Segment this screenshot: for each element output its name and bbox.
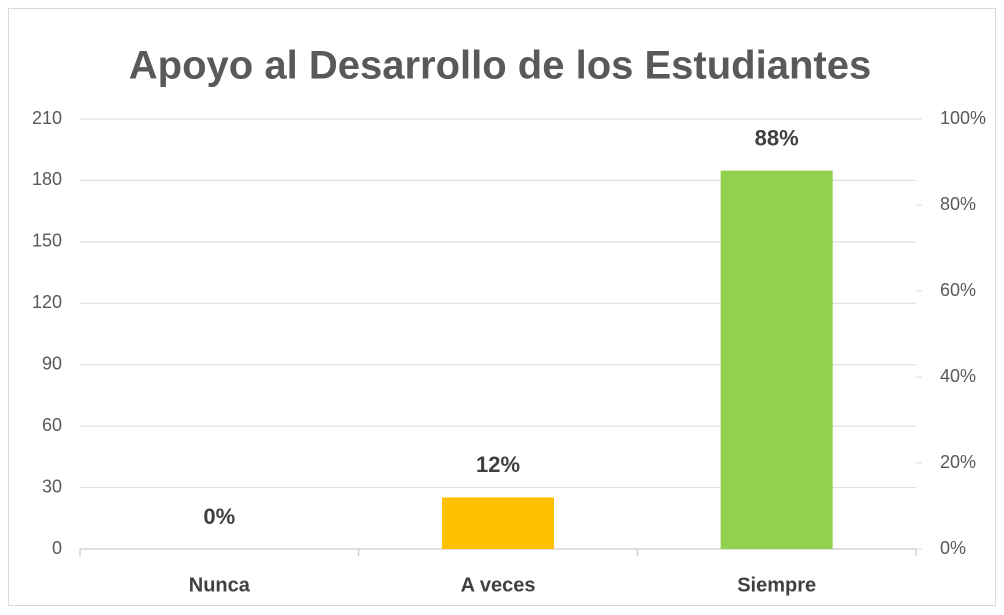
x-tick-label: Nunca bbox=[189, 574, 251, 596]
data-label: 88% bbox=[755, 125, 799, 150]
y-tick-label: 180 bbox=[32, 169, 62, 189]
x-tick-label: A veces bbox=[461, 574, 536, 596]
y-tick-label: 150 bbox=[32, 231, 62, 251]
y2-tick-label: 60% bbox=[940, 280, 976, 300]
y2-tick-label: 0% bbox=[940, 538, 966, 558]
y-tick-label: 60 bbox=[42, 415, 62, 435]
y2-tick-label: 40% bbox=[940, 366, 976, 386]
y2-tick-label: 80% bbox=[940, 194, 976, 214]
y-tick-label: 210 bbox=[32, 108, 62, 128]
y-tick-label: 0 bbox=[52, 538, 62, 558]
bar bbox=[720, 170, 833, 549]
data-label: 0% bbox=[203, 504, 235, 529]
y-tick-label: 120 bbox=[32, 292, 62, 312]
y-tick-label: 90 bbox=[42, 353, 62, 373]
x-tick-label: Siempre bbox=[737, 574, 816, 596]
y2-tick-label: 100% bbox=[940, 108, 986, 128]
data-label: 12% bbox=[476, 452, 520, 477]
bar bbox=[442, 497, 554, 549]
chart-title: Apoyo al Desarrollo de los Estudiantes bbox=[129, 44, 871, 88]
y-tick-label: 30 bbox=[42, 476, 62, 496]
y2-tick-label: 20% bbox=[940, 452, 976, 472]
